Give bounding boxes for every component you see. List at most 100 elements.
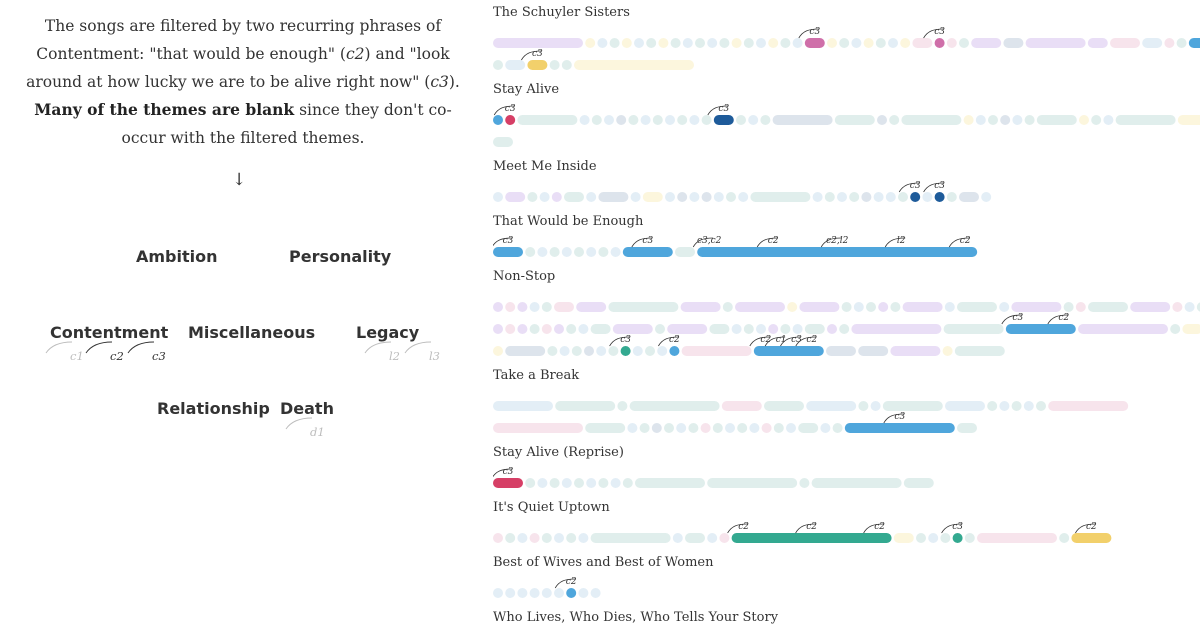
line-segment[interactable]: [551, 192, 562, 202]
song-title[interactable]: That Would be Enough: [493, 214, 644, 229]
phrase-tag-c3[interactable]: c3: [127, 341, 166, 363]
theme-personality[interactable]: Personality: [289, 247, 392, 266]
line-segment[interactable]: [749, 423, 760, 433]
line-segment[interactable]: [922, 192, 933, 202]
line-segment[interactable]: [806, 401, 857, 411]
theme-death[interactable]: Death: [280, 399, 334, 418]
line-segment[interactable]: [574, 60, 694, 70]
line-segment[interactable]: [824, 192, 835, 202]
line-segment[interactable]: [628, 115, 639, 125]
line-segment[interactable]: [493, 38, 583, 48]
line-segment[interactable]: [549, 247, 560, 257]
line-segment[interactable]: [1170, 324, 1181, 334]
line-segment[interactable]: [608, 346, 619, 356]
phrase-segment[interactable]: [493, 478, 523, 488]
line-segment[interactable]: [688, 423, 699, 433]
line-segment[interactable]: [764, 401, 804, 411]
line-segment[interactable]: [945, 401, 985, 411]
line-segment[interactable]: [726, 192, 736, 202]
song-title[interactable]: Take a Break: [493, 368, 580, 383]
line-segment[interactable]: [622, 478, 633, 488]
line-segment[interactable]: [578, 588, 589, 598]
line-segment[interactable]: [547, 346, 558, 356]
line-segment[interactable]: [1025, 38, 1086, 48]
line-segment[interactable]: [841, 302, 852, 312]
line-segment[interactable]: [493, 324, 503, 334]
line-segment[interactable]: [792, 324, 803, 334]
line-segment[interactable]: [954, 346, 1005, 356]
line-segment[interactable]: [731, 38, 742, 48]
line-segment[interactable]: [827, 324, 837, 334]
phrase-segment[interactable]: [952, 533, 963, 543]
line-segment[interactable]: [555, 401, 616, 411]
phrase-tag-l2[interactable]: l2: [364, 341, 400, 363]
line-segment[interactable]: [635, 478, 705, 488]
line-segment[interactable]: [672, 533, 683, 543]
line-segment[interactable]: [689, 115, 700, 125]
line-segment[interactable]: [787, 302, 798, 312]
line-segment[interactable]: [1196, 302, 1200, 312]
line-segment[interactable]: [1176, 38, 1187, 48]
theme-ambition[interactable]: Ambition: [136, 247, 218, 266]
line-segment[interactable]: [537, 247, 548, 257]
phrase-segment[interactable]: [844, 423, 955, 433]
line-segment[interactable]: [1115, 115, 1176, 125]
line-segment[interactable]: [804, 324, 825, 334]
line-segment[interactable]: [943, 324, 1004, 334]
line-segment[interactable]: [574, 478, 584, 488]
line-segment[interactable]: [584, 346, 594, 356]
line-segment[interactable]: [768, 324, 779, 334]
line-segment[interactable]: [554, 324, 564, 334]
line-segment[interactable]: [664, 423, 674, 433]
phrase-segment[interactable]: [1071, 533, 1112, 543]
line-segment[interactable]: [707, 38, 718, 48]
line-segment[interactable]: [642, 192, 663, 202]
line-segment[interactable]: [987, 401, 998, 411]
line-segment[interactable]: [505, 346, 546, 356]
line-segment[interactable]: [1184, 302, 1195, 312]
line-segment[interactable]: [585, 38, 596, 48]
line-segment[interactable]: [665, 192, 675, 202]
phrase-segment[interactable]: [934, 38, 945, 48]
phrase-segment[interactable]: [669, 346, 680, 356]
line-segment[interactable]: [576, 302, 607, 312]
line-segment[interactable]: [505, 533, 516, 543]
line-segment[interactable]: [851, 324, 942, 334]
line-segment[interactable]: [493, 137, 513, 147]
line-segment[interactable]: [963, 115, 974, 125]
phrase-segment[interactable]: [622, 247, 673, 257]
line-segment[interactable]: [863, 38, 874, 48]
line-segment[interactable]: [1011, 401, 1022, 411]
line-segment[interactable]: [700, 423, 711, 433]
line-segment[interactable]: [1024, 115, 1035, 125]
line-segment[interactable]: [1011, 302, 1062, 312]
line-segment[interactable]: [839, 324, 850, 334]
line-segment[interactable]: [786, 423, 796, 433]
line-segment[interactable]: [574, 247, 584, 257]
line-segment[interactable]: [707, 533, 718, 543]
song-title[interactable]: Who Lives, Who Dies, Who Tells Your Stor…: [493, 610, 779, 625]
line-segment[interactable]: [792, 38, 803, 48]
line-segment[interactable]: [851, 38, 862, 48]
line-segment[interactable]: [761, 423, 772, 433]
line-segment[interactable]: [652, 115, 663, 125]
line-segment[interactable]: [680, 302, 721, 312]
line-segment[interactable]: [505, 192, 526, 202]
line-segment[interactable]: [675, 247, 695, 257]
line-segment[interactable]: [658, 38, 669, 48]
line-segment[interactable]: [721, 401, 762, 411]
line-segment[interactable]: [1048, 401, 1129, 411]
line-segment[interactable]: [578, 533, 589, 543]
line-segment[interactable]: [646, 38, 657, 48]
line-segment[interactable]: [748, 115, 759, 125]
line-segment[interactable]: [1091, 115, 1102, 125]
line-segment[interactable]: [1003, 38, 1024, 48]
line-segment[interactable]: [1078, 324, 1168, 334]
line-segment[interactable]: [773, 423, 784, 433]
song-title[interactable]: Stay Alive: [493, 82, 560, 97]
line-segment[interactable]: [585, 423, 626, 433]
line-segment[interactable]: [1110, 38, 1140, 48]
line-segment[interactable]: [554, 533, 564, 543]
line-segment[interactable]: [505, 302, 516, 312]
line-segment[interactable]: [571, 346, 582, 356]
